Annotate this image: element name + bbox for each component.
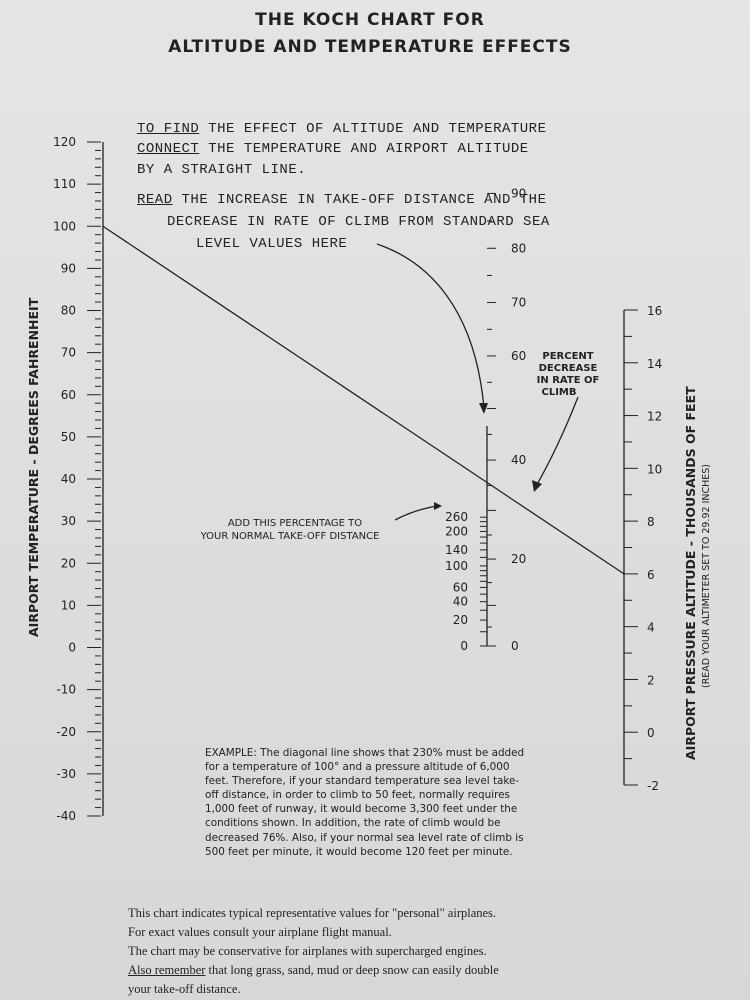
example-line-group xyxy=(102,225,625,575)
altitude-tick-label: -2 xyxy=(647,779,659,793)
instruction-connect-text: THE TEMPERATURE AND AIRPORT ALTITUDE xyxy=(208,141,529,157)
altitude-scale: 16 14 12 10 8 6 4 2 0 -2 xyxy=(623,304,662,793)
altitude-tick-label: 2 xyxy=(647,673,655,687)
example-line xyxy=(102,225,625,575)
altitude-tick-label: 6 xyxy=(647,568,655,582)
to-find-keyword: TO FIND xyxy=(137,121,200,137)
chart-title-line2: ALTITUDE AND TEMPERATURE EFFECTS xyxy=(168,37,572,57)
takeoff-tick-label: 200 xyxy=(445,524,468,538)
chart-title-line1: THE KOCH CHART FOR xyxy=(255,10,485,30)
altitude-tick-label: 14 xyxy=(647,357,662,371)
instruction-read-text: THE INCREASE IN TAKE-OFF DISTANCE AND TH… xyxy=(181,192,547,208)
read-here-arrow xyxy=(376,243,485,409)
note-line-3: The chart may be conservative for airpla… xyxy=(128,944,487,958)
temperature-tick-label: 60 xyxy=(61,388,76,402)
takeoff-tick-label: 0 xyxy=(460,639,468,653)
temperature-tick-label: 120 xyxy=(53,135,76,149)
instruction-find-text: THE EFFECT OF ALTITUDE AND TEMPERATURE xyxy=(208,121,547,137)
note-line-1: This chart indicates typical representat… xyxy=(128,906,497,920)
climb-label-arrowhead xyxy=(532,480,542,492)
takeoff-tick-label: 40 xyxy=(453,595,468,609)
climb-tick-label: 0 xyxy=(511,639,519,653)
temperature-tick-label: 10 xyxy=(61,598,76,612)
temperature-tick-label: -30 xyxy=(56,767,76,781)
altitude-tick-label: 8 xyxy=(647,515,655,529)
temperature-tick-label: 90 xyxy=(61,261,76,275)
altitude-tick-label: 0 xyxy=(647,726,655,740)
temperature-tick-label: 70 xyxy=(61,346,76,360)
instruction-line-5: DECREASE IN RATE OF CLIMB FROM STANDARD … xyxy=(167,214,550,230)
instruction-line-3: BY A STRAIGHT LINE. xyxy=(137,162,307,178)
climb-scale-title-2: DECREASE xyxy=(539,363,598,374)
temperature-tick-label: 20 xyxy=(61,556,76,570)
instruction-line-2: CONNECT THE TEMPERATURE AND AIRPORT ALTI… xyxy=(137,141,529,157)
temperature-tick-label: 40 xyxy=(61,472,76,486)
example-paragraph: EXAMPLE: The diagonal line shows that 23… xyxy=(205,747,525,858)
connect-keyword: CONNECT xyxy=(137,141,200,157)
temperature-tick-label: -10 xyxy=(56,683,76,697)
also-remember-keyword: Also remember xyxy=(128,963,206,977)
note-line-5: your take-off distance. xyxy=(128,982,241,996)
altitude-scale-title: AIRPORT PRESSURE ALTITUDE - THOUSANDS OF… xyxy=(683,386,698,760)
add-label-arrow xyxy=(394,505,438,521)
temperature-tick-label: 100 xyxy=(53,219,76,233)
altitude-tick-label: 12 xyxy=(647,410,662,424)
altitude-tick-label: 4 xyxy=(647,621,655,635)
climb-tick-label: 20 xyxy=(511,552,526,566)
instruction-line-6: LEVEL VALUES HERE xyxy=(196,236,348,252)
climb-tick-label: 70 xyxy=(511,295,526,309)
takeoff-tick-label: 260 xyxy=(445,510,468,524)
climb-scale: 90 80 70 60 40 20 0 xyxy=(487,186,526,653)
takeoff-tick-label: 140 xyxy=(445,543,468,557)
add-percentage-label-2: YOUR NORMAL TAKE-OFF DISTANCE xyxy=(200,531,380,542)
temperature-tick-label: -40 xyxy=(56,809,76,823)
climb-scale-title-1: PERCENT xyxy=(542,351,593,362)
climb-scale-title-3: IN RATE OF xyxy=(537,375,600,386)
instruction-line-4: READ THE INCREASE IN TAKE-OFF DISTANCE A… xyxy=(137,192,546,208)
instruction-line-1: TO FIND THE EFFECT OF ALTITUDE AND TEMPE… xyxy=(137,121,546,137)
altitude-tick-label: 16 xyxy=(647,304,662,318)
read-here-arrowhead xyxy=(479,403,488,414)
note-line-4: Also remember that long grass, sand, mud… xyxy=(128,963,499,978)
climb-tick-label: 90 xyxy=(511,186,526,200)
temperature-tick-label: 30 xyxy=(61,514,76,528)
climb-tick-label: 60 xyxy=(511,349,526,363)
temperature-scale-title: AIRPORT TEMPERATURE - DEGREES FAHRENHEIT xyxy=(26,297,41,637)
altitude-tick-label: 10 xyxy=(647,462,662,476)
note-line-2: For exact values consult your airplane f… xyxy=(128,925,392,939)
temperature-tick-label: -20 xyxy=(56,725,76,739)
note-line-4-text: that long grass, sand, mud or deep snow … xyxy=(208,963,499,977)
takeoff-tick-label: 60 xyxy=(453,580,468,594)
temperature-tick-label: 50 xyxy=(61,430,76,444)
climb-label-arrow xyxy=(534,396,579,489)
climb-scale-title-4: CLIMB xyxy=(541,387,576,398)
read-keyword: READ xyxy=(137,192,173,208)
climb-tick-label: 80 xyxy=(511,241,526,255)
climb-tick-label: 40 xyxy=(511,453,526,467)
add-label-arrowhead xyxy=(434,502,442,510)
add-percentage-label-1: ADD THIS PERCENTAGE TO xyxy=(228,518,362,529)
altitude-scale-subtitle: (READ YOUR ALTIMETER SET TO 29.92 INCHES… xyxy=(701,464,712,688)
takeoff-tick-label: 100 xyxy=(445,559,468,573)
temperature-tick-label: 0 xyxy=(68,641,76,655)
temperature-tick-label: 80 xyxy=(61,304,76,318)
takeoff-tick-label: 20 xyxy=(453,613,468,627)
temperature-tick-label: 110 xyxy=(53,177,76,191)
